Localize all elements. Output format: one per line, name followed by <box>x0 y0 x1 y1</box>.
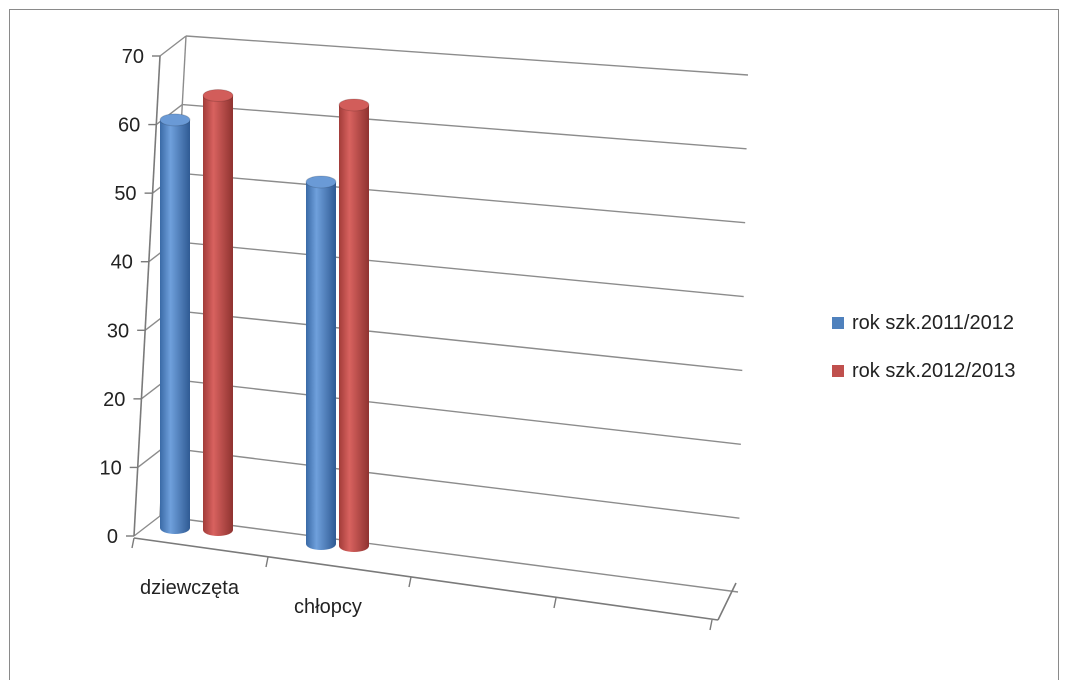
y-tick-label: 60 <box>118 115 140 137</box>
gridline <box>185 35 749 76</box>
x-tick-labels: dziewczęta chłopcy <box>140 577 362 618</box>
y-tick-label: 30 <box>107 320 129 342</box>
side-gridline <box>133 515 161 537</box>
y-tick-label: 50 <box>114 183 136 205</box>
y-tick-label: 40 <box>111 252 133 274</box>
gridline <box>174 241 744 298</box>
y-tick-label: 0 <box>107 526 118 548</box>
bar <box>305 175 337 550</box>
x-tick-mark <box>408 576 412 588</box>
legend-swatch <box>832 365 844 377</box>
floor-right-edge <box>717 582 737 621</box>
x-axis <box>133 537 719 621</box>
x-tick-mark <box>553 597 557 609</box>
x-tick-mark <box>131 537 135 549</box>
legend-swatch <box>832 317 844 329</box>
y-tick-label: 10 <box>99 457 121 479</box>
legend: rok szk.2011/2012 rok szk.2012/2013 <box>832 312 1015 382</box>
gridline <box>178 172 746 224</box>
bar <box>202 89 234 536</box>
bar <box>159 113 191 534</box>
y-axis <box>133 55 161 537</box>
gridline <box>167 378 741 445</box>
y-tick-label: 70 <box>122 46 144 68</box>
y-tick-label: 20 <box>103 389 125 411</box>
gridline <box>171 309 743 372</box>
legend-label: rok szk.2012/2013 <box>852 360 1015 382</box>
legend-label: rok szk.2011/2012 <box>852 312 1014 334</box>
gridline <box>159 515 739 593</box>
x-tick-label: dziewczęta <box>140 577 240 599</box>
x-tick-mark <box>709 619 713 631</box>
x-tick-mark <box>265 556 269 568</box>
gridline <box>163 446 740 519</box>
bars <box>159 89 370 552</box>
y-tick-labels: 0 10 20 30 40 50 60 70 <box>99 46 160 548</box>
x-tick-label: chłopcy <box>294 596 362 618</box>
bar <box>338 98 370 552</box>
gridline <box>182 103 747 150</box>
side-gridline <box>137 446 165 468</box>
side-gridline <box>159 35 187 57</box>
